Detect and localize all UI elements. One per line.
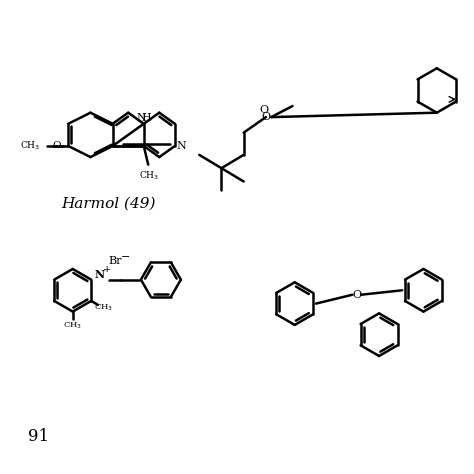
Text: −: − — [121, 252, 130, 262]
Text: +: + — [102, 265, 111, 274]
Text: CH$_3$: CH$_3$ — [139, 169, 159, 182]
Text: N: N — [137, 113, 146, 123]
Text: H: H — [141, 113, 151, 123]
Text: O: O — [53, 141, 61, 150]
Text: CH$_3$: CH$_3$ — [63, 320, 82, 331]
Text: Br: Br — [109, 256, 122, 266]
Text: N: N — [177, 141, 186, 151]
Text: CH$_3$: CH$_3$ — [94, 303, 113, 313]
Text: O: O — [259, 105, 268, 116]
Text: N: N — [94, 269, 104, 280]
Text: O: O — [352, 290, 362, 300]
Text: O: O — [261, 112, 271, 122]
Text: 91: 91 — [28, 428, 49, 445]
Text: CH$_3$: CH$_3$ — [20, 140, 41, 152]
Text: Harmol (49): Harmol (49) — [61, 197, 155, 211]
